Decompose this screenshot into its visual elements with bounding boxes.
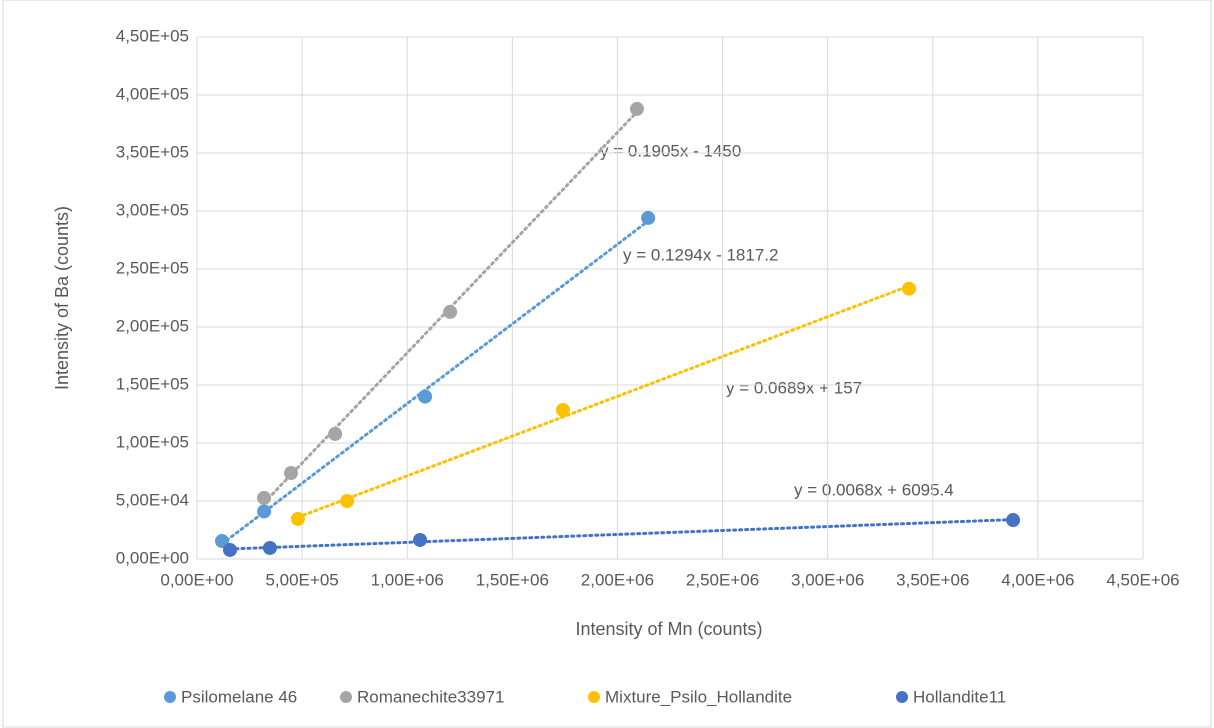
y-tick-label: 3,00E+05 [116,200,189,219]
y-tick-label: 2,50E+05 [116,258,189,277]
x-tick-label: 0,00E+00 [160,570,233,589]
y-tick-label: 4,50E+05 [116,26,189,45]
trendline [228,518,1015,551]
x-tick-label: 2,00E+06 [581,570,654,589]
data-point [257,490,272,505]
data-point [262,540,277,555]
x-axis-label: Intensity of Mn (counts) [575,619,762,639]
y-tick-label: 4,00E+05 [116,84,189,103]
x-tick-label: 1,00E+06 [371,570,444,589]
x-tick-label: 5,00E+05 [265,570,338,589]
data-point [283,466,298,481]
legend-label: Hollandite11 [913,687,1006,706]
x-tick-label: 3,00E+06 [791,570,864,589]
x-tick-label: 1,50E+06 [476,570,549,589]
x-tick-label: 2,50E+06 [686,570,759,589]
legend-marker [340,691,352,703]
data-point [328,426,343,441]
y-tick-label: 3,50E+05 [116,142,189,161]
y-axis-label: Intensity of Ba (counts) [52,206,72,390]
data-point [290,511,305,526]
data-point [641,210,656,225]
x-tick-label: 4,00E+06 [1001,570,1074,589]
y-tick-label: 1,50E+05 [116,374,189,393]
data-point [223,542,238,557]
y-tick-label: 0,00E+00 [116,548,189,567]
data-point [418,389,433,404]
legend-marker [164,691,176,703]
trendline-equation: y = 0.1905x - 1450 [600,141,741,160]
x-tick-label: 4,50E+06 [1106,570,1179,589]
data-point [443,304,458,319]
legend-label: Mixture_Psilo_Hollandite [605,687,792,706]
data-point [257,504,272,519]
data-point [629,101,644,116]
data-point [1006,513,1021,528]
data-point [215,534,230,549]
trendline-equation: y = 0.0689x + 157 [726,378,862,397]
legend-marker [896,691,908,703]
legend-label: Psilomelane 46 [181,687,297,706]
legend-label: Romanechite33971 [357,687,504,706]
trendline [296,284,911,519]
y-tick-label: 5,00E+04 [116,490,189,509]
data-point [340,494,355,508]
trendline [220,219,650,546]
trendline-equation: y = 0.0068x + 6095.4 [794,480,954,499]
data-point [902,281,917,296]
legend-marker [588,691,600,703]
y-tick-label: 2,00E+05 [116,316,189,335]
y-tick-label: 1,00E+05 [116,432,189,451]
trendline-equation: y = 0.1294x - 1817.2 [623,245,778,264]
data-point [555,403,570,418]
x-tick-label: 3,50E+06 [896,570,969,589]
data-point [413,532,428,547]
